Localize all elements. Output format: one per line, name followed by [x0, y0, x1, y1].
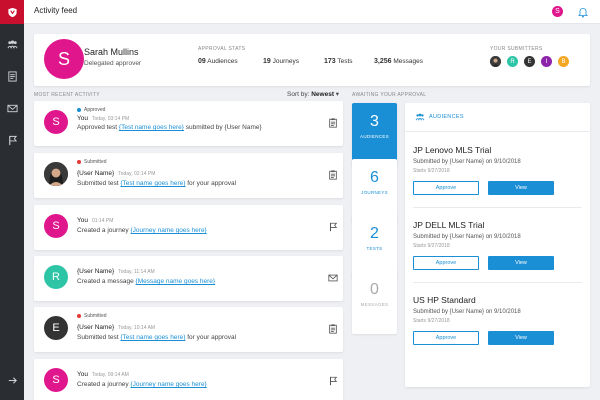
activity-card[interactable]: E Submitted {User Name} Today, 10:14 AM S… — [34, 307, 343, 352]
approval-stats-label: APPROVAL STATS — [198, 46, 246, 52]
flag-icon[interactable] — [328, 222, 338, 232]
user-avatar[interactable]: S — [552, 6, 563, 17]
document-icon — [7, 70, 17, 82]
sidebar-expand[interactable] — [0, 364, 24, 396]
activity-avatar-photo — [44, 162, 68, 186]
activity-card[interactable]: S You 01:14 PM Created a journey {Journey… — [34, 205, 343, 250]
activity-link[interactable]: {Journey name goes here} — [130, 227, 207, 234]
tile-audiences[interactable]: 3 AUDIENCES — [352, 103, 397, 166]
panel-header: AUDIENCES — [415, 113, 464, 121]
activity-user: {User Name} — [77, 170, 115, 177]
activity-link[interactable]: {Journey name goes here} — [130, 381, 207, 388]
audience-title: JP Lenovo MLS Trial — [413, 145, 492, 155]
person-photo-icon — [490, 56, 501, 67]
view-button[interactable]: View — [488, 256, 554, 270]
activity-user: You — [77, 217, 88, 224]
audience-item: JP DELL MLS Trial Submitted by {User Nam… — [413, 220, 582, 270]
profile-avatar: S — [44, 39, 84, 79]
activity-time: 01:14 PM — [91, 218, 114, 224]
brand-logo[interactable] — [0, 0, 24, 24]
sort-dropdown[interactable]: Sort by: Newest ▾ — [287, 91, 340, 98]
activity-card[interactable]: R {User Name} Today, 11:14 AM Created a m… — [34, 256, 343, 301]
activity-user: You — [77, 371, 88, 378]
sidebar-item-tests[interactable] — [0, 60, 24, 92]
activity-link[interactable]: {Test name goes here} — [120, 180, 186, 187]
activity-card[interactable]: S Approved You Today, 03:14 PM Approved t… — [34, 101, 343, 146]
flag-icon[interactable] — [328, 376, 338, 386]
shield-logo-icon — [7, 7, 17, 17]
tile-tests[interactable]: 2 TESTS — [352, 215, 397, 278]
test-icon[interactable] — [328, 324, 338, 334]
flag-icon — [8, 135, 17, 145]
stat-journeys: 19 Journeys — [263, 58, 299, 65]
activity-time: Today, 10:14 AM — [118, 325, 156, 331]
page-title: Activity feed — [34, 6, 78, 15]
approve-button[interactable]: Approve — [413, 256, 479, 270]
audience-title: US HP Standard — [413, 295, 476, 305]
test-icon[interactable] — [328, 118, 338, 128]
status-badge: Submitted — [77, 159, 107, 165]
profile-name: Sarah Mullins — [84, 47, 139, 57]
status-badge: Approved — [77, 107, 105, 113]
activity-link[interactable]: {Test name goes here} — [120, 334, 186, 341]
view-button[interactable]: View — [488, 181, 554, 195]
audience-icon — [7, 40, 17, 48]
approve-button[interactable]: Approve — [413, 331, 479, 345]
activity-link[interactable]: {Test name goes here} — [118, 124, 184, 131]
activity-user: You — [77, 115, 88, 122]
profile-card: S Sarah Mullins Delegated approver APPRO… — [34, 34, 590, 86]
stat-audiences: 09 Audiences — [198, 58, 238, 65]
activity-avatar: S — [44, 110, 68, 134]
arrow-right-icon — [8, 376, 17, 384]
activity-user: {User Name} — [77, 268, 115, 275]
activity-user: {User Name} — [77, 324, 115, 331]
activity-time: Today, 02:14 PM — [118, 171, 156, 177]
test-icon[interactable] — [328, 170, 338, 180]
submitter-avatar[interactable]: E — [524, 56, 535, 67]
status-badge: Submitted — [77, 313, 107, 319]
caret-down-icon: ▾ — [335, 91, 340, 98]
activity-time: Today, 03:14 PM — [91, 116, 130, 122]
tile-journeys[interactable]: 6 JOURNEYS — [352, 159, 397, 222]
sidebar — [0, 0, 24, 400]
bell-icon[interactable] — [577, 6, 589, 18]
audience-icon — [415, 113, 425, 121]
activity-time: Today, 11:14 AM — [118, 269, 155, 275]
sidebar-item-audiences[interactable] — [0, 28, 24, 60]
activity-avatar: S — [44, 368, 68, 392]
view-button[interactable]: View — [488, 331, 554, 345]
submitter-avatar[interactable]: B — [558, 56, 569, 67]
top-bar: Activity feed S — [24, 0, 600, 24]
submitter-avatar-photo[interactable] — [490, 56, 501, 67]
activity-card[interactable]: S You Today, 09:14 AM Created a journey {… — [34, 359, 343, 400]
submitters-label: YOUR SUBMITTERS — [490, 46, 543, 52]
activity-time: Today, 09:14 AM — [91, 372, 129, 378]
profile-role: Delegated approver — [84, 60, 142, 67]
message-icon[interactable] — [328, 273, 338, 283]
stat-messages: 3,256 Messages — [374, 58, 423, 65]
audience-panel: AUDIENCES JP Lenovo MLS Trial Submitted … — [405, 103, 590, 387]
submitter-avatar[interactable]: R — [507, 56, 518, 67]
stat-tests: 173 Tests — [324, 58, 353, 65]
awaiting-approval-label: AWAITING YOUR APPROVAL — [352, 92, 427, 98]
submitter-avatar[interactable]: I — [541, 56, 552, 67]
activity-avatar: R — [44, 265, 68, 289]
sidebar-item-journeys[interactable] — [0, 124, 24, 156]
activity-avatar: E — [44, 316, 68, 340]
activity-link[interactable]: {Message name goes here} — [135, 278, 216, 285]
sidebar-item-messages[interactable] — [0, 92, 24, 124]
activity-card[interactable]: Submitted {User Name} Today, 02:14 PM Sub… — [34, 153, 343, 198]
tile-messages[interactable]: 0 MESSAGES — [352, 271, 397, 334]
envelope-icon — [6, 104, 18, 112]
audience-title: JP DELL MLS Trial — [413, 220, 485, 230]
recent-activity-label: MOST RECENT ACTIVITY — [34, 92, 100, 98]
approve-button[interactable]: Approve — [413, 181, 479, 195]
audience-item: US HP Standard Submitted by {User Name} … — [413, 295, 582, 345]
person-photo-icon — [44, 162, 68, 186]
audience-item: JP Lenovo MLS Trial Submitted by {User N… — [413, 145, 582, 195]
activity-avatar: S — [44, 214, 68, 238]
